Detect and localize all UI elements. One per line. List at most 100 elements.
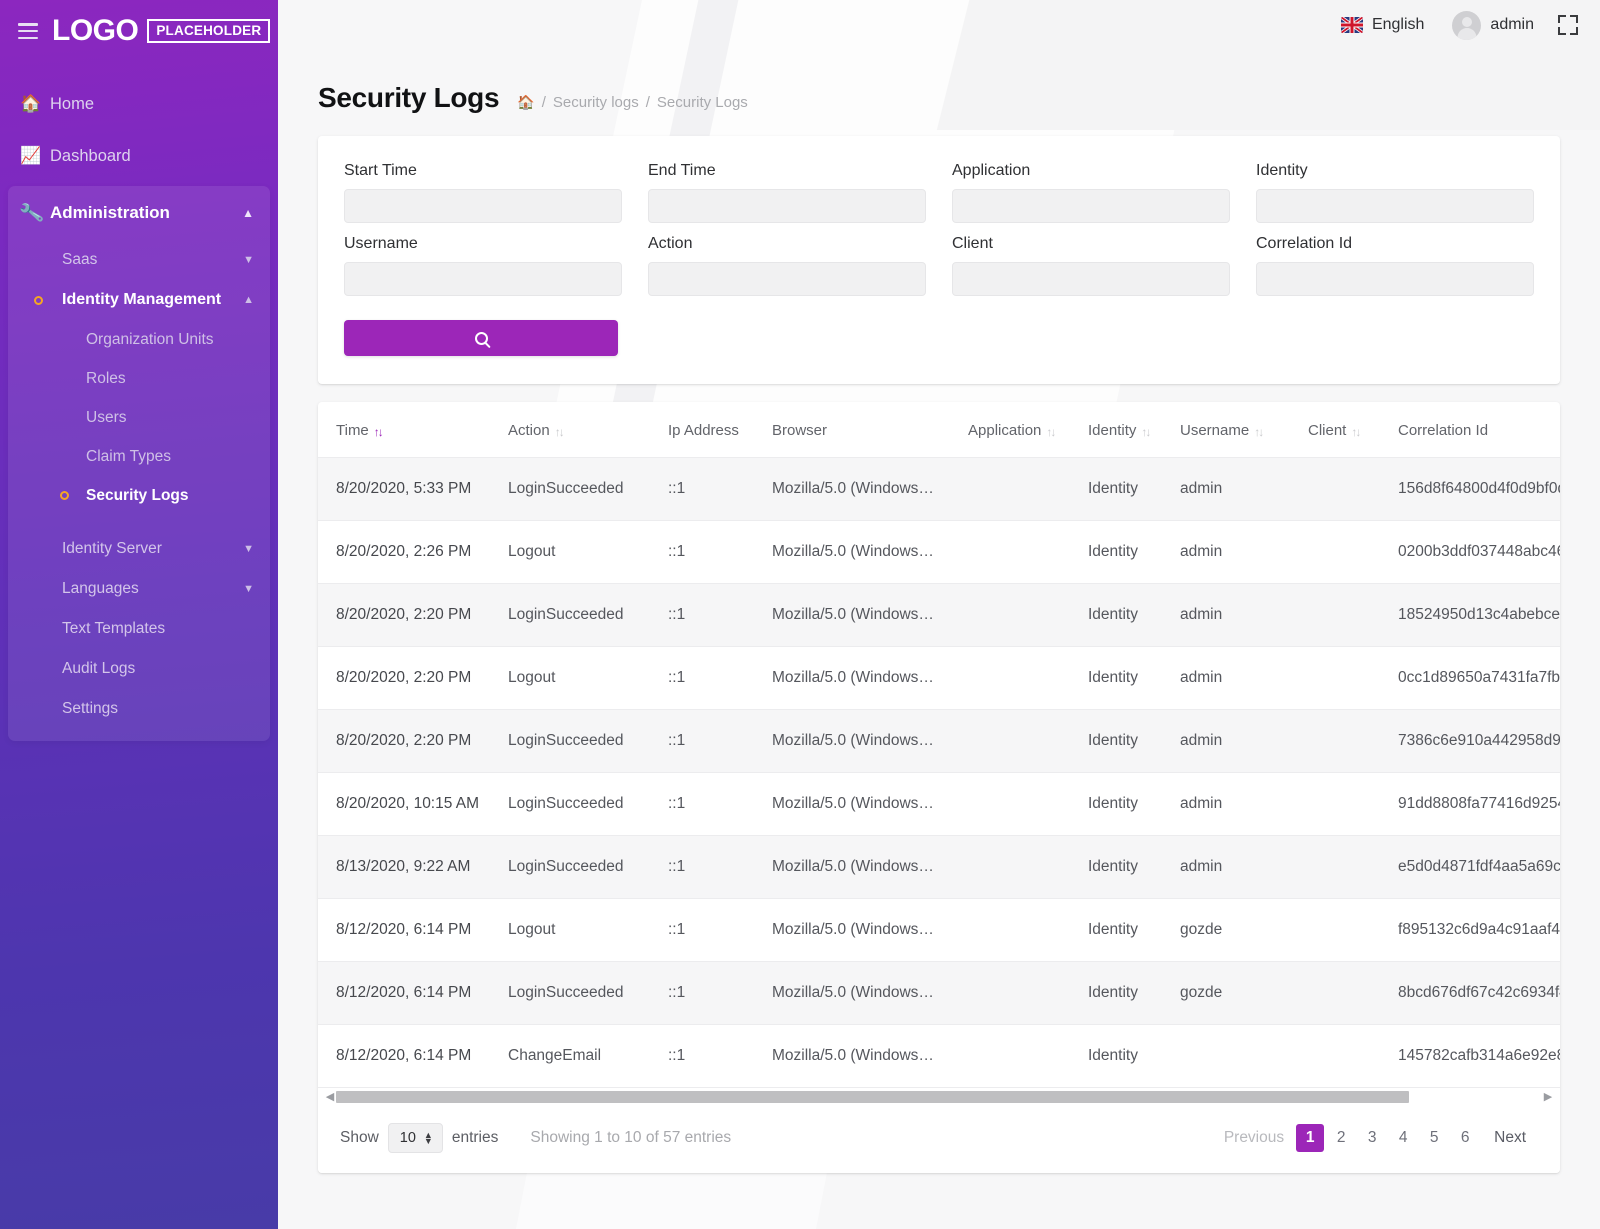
action-input[interactable]	[648, 262, 926, 296]
sidebar-item-claim-types[interactable]: Claim Types	[8, 437, 270, 476]
sidebar-item-label: Identity Management	[62, 291, 222, 308]
column-header-application[interactable]: Application ↑↓	[950, 402, 1070, 458]
sidebar-item-audit-logs[interactable]: Audit Logs	[8, 649, 270, 689]
table-row[interactable]: 8/12/2020, 6:14 PM Logout::1 Mozilla/5.0 (…	[318, 898, 1560, 962]
column-header-time[interactable]: Time ↑↓	[318, 402, 490, 458]
table-row[interactable]: 8/12/2020, 6:14 PM LoginSucceeded::1 Mozil…	[318, 961, 1560, 1025]
scrollbar-thumb[interactable]	[336, 1090, 1410, 1103]
cell-browser: Mozilla/5.0 (Windows…	[754, 646, 950, 710]
sidebar-item-dashboard[interactable]: 📈 Dashboard	[0, 130, 278, 182]
expand-icon[interactable]	[1558, 15, 1578, 35]
cell-correlation: 8bcd676df67c42c6934f4	[1380, 961, 1560, 1025]
pagination-page-5[interactable]: 5	[1429, 1129, 1439, 1146]
client-input[interactable]	[952, 262, 1230, 296]
column-label: Client	[1308, 422, 1347, 439]
column-header-identity[interactable]: Identity ↑↓	[1070, 402, 1162, 458]
cell-correlation: e5d0d4871fdf4aa5a69c7	[1380, 835, 1560, 899]
table-row[interactable]: 8/20/2020, 2:26 PM Logout::1 Mozilla/5.0 (…	[318, 520, 1560, 584]
cell-client	[1290, 646, 1380, 710]
table-row[interactable]: 8/12/2020, 6:14 PM ChangeEmail::1 Mozilla/…	[318, 1024, 1560, 1088]
table-body: 8/20/2020, 5:33 PM LoginSucceeded::1 Mozil…	[318, 457, 1560, 1088]
sidebar-item-home[interactable]: 🏠 Home	[0, 78, 278, 130]
search-button[interactable]	[344, 320, 618, 356]
home-icon: 🏠	[20, 94, 42, 113]
scrollbar-track[interactable]	[336, 1090, 1542, 1103]
sort-icon: ↑↓	[1254, 425, 1264, 439]
sidebar-item-label: Roles	[86, 369, 126, 387]
table-row[interactable]: 8/20/2020, 10:15 AM LoginSucceeded::1 Mozi…	[318, 772, 1560, 836]
cell-username: admin	[1162, 583, 1290, 647]
column-label: Correlation Id	[1398, 422, 1489, 439]
sidebar-item-organization-units[interactable]: Organization Units	[8, 320, 270, 359]
start-time-input[interactable]	[344, 189, 622, 223]
page-size-select[interactable]: 10 ▲ ▼	[387, 1123, 443, 1153]
home-icon[interactable]: 🏠	[517, 94, 535, 110]
user-menu[interactable]: admin	[1438, 5, 1548, 46]
horizontal-scrollbar[interactable]: ◀ ▶	[318, 1087, 1560, 1105]
sidebar-item-security-logs[interactable]: Security Logs	[8, 476, 270, 515]
cell-browser: Mozilla/5.0 (Windows…	[754, 898, 950, 962]
sidebar-item-roles[interactable]: Roles	[8, 359, 270, 398]
sidebar-group-administration: 🔧 Administration ▲ Saas ▼ Identity Manag…	[8, 186, 270, 741]
pagination-page-4[interactable]: 4	[1398, 1129, 1408, 1146]
column-label: Time	[336, 422, 369, 439]
cell-identity: Identity	[1070, 709, 1162, 773]
cell-correlation: 156d8f64800d4f0d9bf0d	[1380, 457, 1560, 521]
page-size-value: 10	[399, 1130, 416, 1146]
cell-username	[1162, 1025, 1290, 1088]
cell-username: admin	[1162, 646, 1290, 710]
sidebar-item-identity-management[interactable]: Identity Management ▲	[8, 280, 270, 320]
uk-flag-icon	[1340, 17, 1363, 33]
column-header-ip-address[interactable]: Ip Address	[650, 402, 754, 458]
cell-application	[950, 961, 1070, 1025]
pagination-next[interactable]: Next	[1494, 1129, 1526, 1146]
pagination-page-3[interactable]: 3	[1367, 1129, 1377, 1146]
pagination-previous[interactable]: Previous	[1223, 1129, 1285, 1146]
column-header-client[interactable]: Client ↑↓	[1290, 402, 1380, 458]
pagination: Previous 1 2 3 4 5 6 Next	[1215, 1124, 1538, 1152]
sidebar-item-identity-server[interactable]: Identity Server ▼	[8, 529, 270, 569]
cell-ip: ::1	[668, 1047, 686, 1064]
end-time-input[interactable]	[648, 189, 926, 223]
table-row[interactable]: 8/20/2020, 2:20 PM LoginSucceeded::1 Mozil…	[318, 709, 1560, 773]
search-icon	[474, 331, 488, 345]
username-input[interactable]	[344, 262, 622, 296]
scroll-left-arrow-icon[interactable]: ◀	[325, 1091, 335, 1103]
chevron-down-icon: ▼	[243, 254, 254, 266]
sidebar-item-text-templates[interactable]: Text Templates	[8, 609, 270, 649]
breadcrumb: 🏠 / Security logs / Security Logs	[517, 94, 748, 111]
column-header-browser[interactable]: Browser	[754, 402, 950, 458]
table-row[interactable]: 8/13/2020, 9:22 AM LoginSucceeded::1 Mozil…	[318, 835, 1560, 899]
cell-client	[1290, 520, 1380, 584]
column-header-correlation-id[interactable]: Correlation Id	[1380, 402, 1560, 458]
cell-action: LoginSucceeded	[490, 961, 650, 1025]
table-row[interactable]: 8/20/2020, 2:20 PM Logout::1 Mozilla/5.0 (…	[318, 646, 1560, 710]
application-input[interactable]	[952, 189, 1230, 223]
sidebar-item-saas[interactable]: Saas ▼	[8, 240, 270, 280]
pagination-page-6[interactable]: 6	[1460, 1129, 1470, 1146]
column-header-action[interactable]: Action ↑↓	[490, 402, 650, 458]
hamburger-icon[interactable]	[18, 23, 38, 39]
logo[interactable]: LOGO PLACEHOLDER	[52, 16, 271, 46]
language-selector[interactable]: English	[1327, 10, 1438, 40]
sidebar-group-header-administration[interactable]: 🔧 Administration ▲	[8, 186, 270, 240]
cell-action: LoginSucceeded	[490, 457, 650, 521]
pagination-page-1[interactable]: 1	[1296, 1124, 1325, 1152]
sidebar: LOGO PLACEHOLDER 🏠 Home 📈 Dashboard 🔧 Ad…	[0, 0, 278, 1229]
sidebar-item-users[interactable]: Users	[8, 398, 270, 437]
breadcrumb-item-security-logs[interactable]: Security logs	[552, 94, 639, 111]
correlation-id-input[interactable]	[1256, 262, 1534, 296]
sidebar-item-languages[interactable]: Languages ▼	[8, 569, 270, 609]
cell-time: 8/20/2020, 2:26 PM	[318, 520, 490, 584]
scroll-right-arrow-icon[interactable]: ▶	[1543, 1091, 1553, 1103]
sidebar-item-settings[interactable]: Settings	[8, 689, 270, 729]
cell-ip: ::1	[650, 709, 754, 773]
column-header-username[interactable]: Username ↑↓	[1162, 402, 1290, 458]
cell-application	[950, 457, 1070, 521]
pagination-page-2[interactable]: 2	[1336, 1129, 1346, 1146]
sidebar-item-label: Saas	[62, 251, 98, 268]
table-row[interactable]: 8/20/2020, 5:33 PM LoginSucceeded::1 Mozil…	[318, 457, 1560, 521]
table-row[interactable]: 8/20/2020, 2:20 PM LoginSucceeded::1 Mozil…	[318, 583, 1560, 647]
identity-input[interactable]	[1256, 189, 1534, 223]
dot-icon	[34, 295, 62, 305]
